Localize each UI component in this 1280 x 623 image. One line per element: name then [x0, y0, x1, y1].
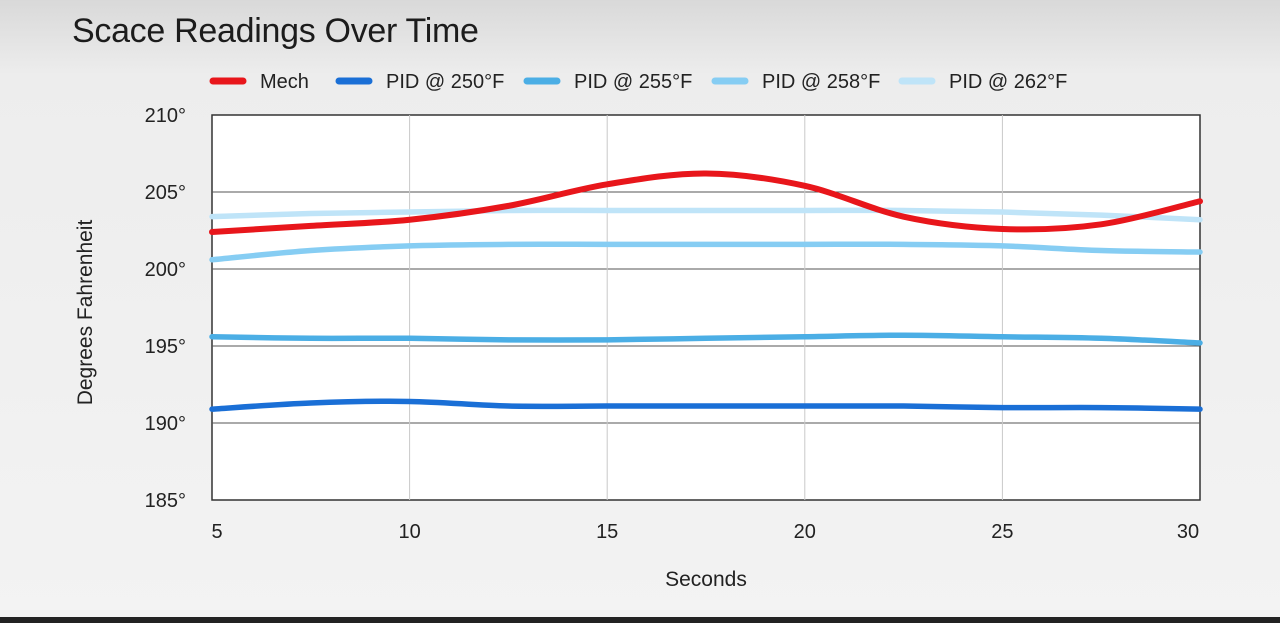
series-line-pid-2 [209, 332, 1203, 346]
series-line-pid-1 [209, 398, 1203, 412]
x-axis-label: Seconds [665, 568, 747, 591]
x-tick-label: 5 [211, 521, 222, 543]
y-tick-label: 205° [145, 182, 186, 204]
series-line-pid-3 [209, 241, 1203, 263]
legend: Mech PID @ 250°F PID @ 255°F PID @ 258°F PID… [209, 71, 1067, 93]
legend-label: Mech [260, 71, 309, 93]
x-tick-label: 25 [991, 521, 1013, 543]
series-line-pid-4 [209, 207, 1203, 223]
y-tick-label: 190° [145, 413, 186, 435]
plot-area [211, 114, 1201, 501]
y-tick-label: 200° [145, 259, 186, 281]
series-group [209, 170, 1203, 412]
y-tick-label: 185° [145, 490, 186, 512]
y-axis-label: Degrees Fahrenheit [74, 220, 97, 406]
x-tick-label: 15 [596, 521, 618, 543]
x-tick-label: 20 [794, 521, 816, 543]
legend-label: PID @ 250°F [386, 71, 504, 93]
legend-label: PID @ 258°F [762, 71, 880, 93]
y-tick-label: 195° [145, 336, 186, 358]
legend-label: PID @ 262°F [949, 71, 1067, 93]
y-axis-ticks: 185° 190° 195° 200° 205° 210° [145, 105, 186, 512]
chart-title: Scace Readings Over Time [72, 12, 479, 50]
legend-label: PID @ 255°F [574, 71, 692, 93]
x-axis-ticks: 5 10 15 20 25 30 [211, 521, 1199, 543]
y-tick-label: 210° [145, 105, 186, 127]
x-tick-label: 10 [398, 521, 420, 543]
series-line-mech [209, 170, 1203, 236]
x-tick-label: 30 [1177, 521, 1199, 543]
window-bottom-edge [0, 617, 1280, 623]
grid [212, 115, 1200, 500]
